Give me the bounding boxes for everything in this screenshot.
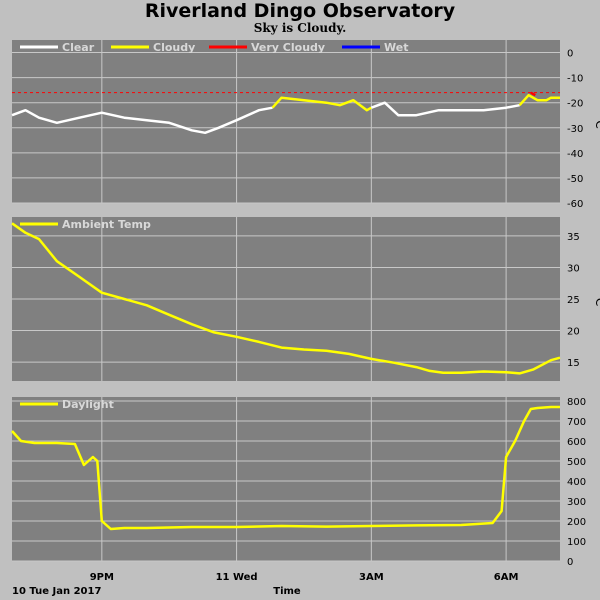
ambient-ytick-label: 25 <box>567 295 580 306</box>
daylight-ytick-label: 400 <box>567 477 586 488</box>
ambient-y-unit: °C <box>593 292 600 306</box>
x-axis-label: Time <box>273 586 301 597</box>
ambient-ytick-label: 30 <box>567 263 580 274</box>
daylight-ytick-label: 200 <box>567 517 586 528</box>
daylight-legend-label: Daylight <box>62 398 114 411</box>
daylight-ytick-label: 600 <box>567 437 586 448</box>
sky-legend-label: Wet <box>384 41 408 54</box>
sky-legend-label: Clear <box>62 41 95 54</box>
ambient-ytick-label: 20 <box>567 327 580 338</box>
sky-legend-label: Cloudy <box>153 41 195 54</box>
sky-ytick-label: -20 <box>567 99 583 110</box>
x-tick-label: 3AM <box>359 572 384 583</box>
sky-ytick-label: -40 <box>567 149 583 160</box>
x-tick-label: 11 Wed <box>216 572 258 583</box>
ambient-legend-label: Ambient Temp <box>62 218 151 231</box>
daylight-ytick-label: 0 <box>567 557 573 568</box>
sky-plot-area <box>12 40 560 203</box>
sky-series-clear-2 <box>370 101 520 117</box>
daylight-plot-area <box>12 397 560 561</box>
daylight-ytick-label: 100 <box>567 537 586 548</box>
ambient-ytick-label: 35 <box>567 232 580 243</box>
sky-series-cloudy-1 <box>271 96 372 112</box>
x-tick-label: 6AM <box>494 572 519 583</box>
page-title: Riverland Dingo Observatory <box>144 0 456 22</box>
ambient-ytick-label: 15 <box>567 358 580 369</box>
daylight-series-daylight-0 <box>11 405 560 531</box>
sky-ytick-label: -30 <box>567 124 583 135</box>
x-start-label: 10 Tue Jan 2017 <box>12 586 101 597</box>
daylight-ytick-label: 800 <box>567 397 586 408</box>
sky-ytick-label: -10 <box>567 74 583 85</box>
sky-legend-label: Very Cloudy <box>251 41 325 54</box>
sky-ytick-label: -60 <box>567 199 583 210</box>
x-tick-label: 9PM <box>90 572 114 583</box>
sky-series-clear-0 <box>11 106 273 135</box>
sky-ytick-label: 0 <box>567 49 573 60</box>
sky-ytick-label: -50 <box>567 174 583 185</box>
sky-series-very-cloudy-4 <box>530 91 536 97</box>
sky-status: Sky is Cloudy. <box>253 21 347 35</box>
sky-series-cloudy-3 <box>518 93 560 107</box>
daylight-ytick-label: 500 <box>567 457 586 468</box>
daylight-ytick-label: 700 <box>567 417 586 428</box>
ambient-series-ambient-temp-0 <box>11 222 561 375</box>
daylight-ytick-label: 300 <box>567 497 586 508</box>
sky-y-unit: °C <box>593 114 600 128</box>
